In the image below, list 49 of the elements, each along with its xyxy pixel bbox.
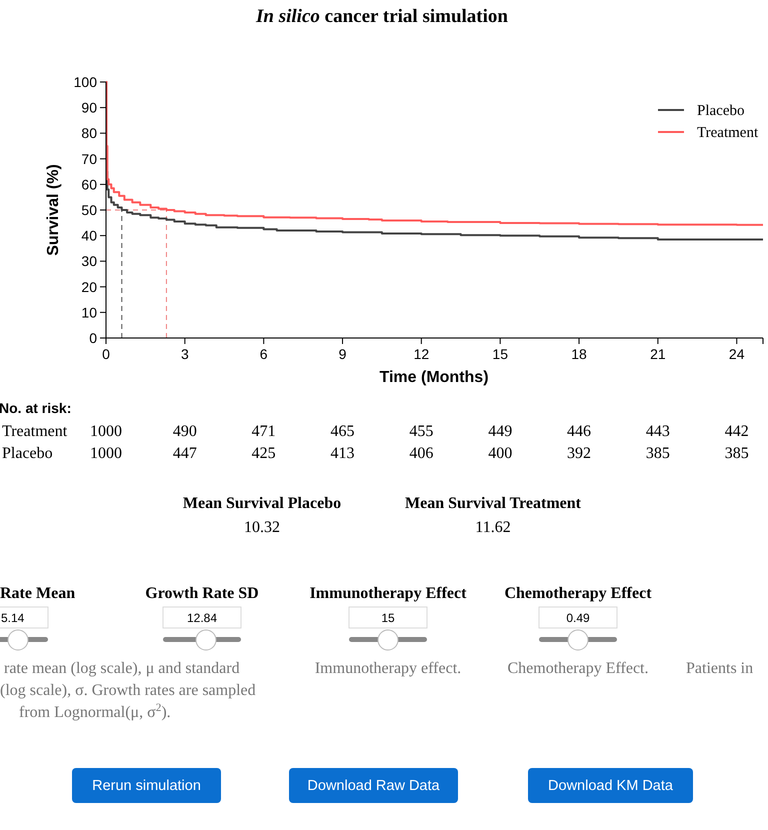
x-tick-label: 3	[180, 346, 189, 362]
y-tick-label: 60	[81, 176, 98, 192]
x-tick-label: 6	[260, 346, 268, 362]
x-tick-label: 15	[492, 346, 508, 362]
text-field: 5.14	[0, 606, 48, 628]
text: (log scale), σ. Growth rates are sampled	[0, 682, 256, 699]
text: Immunotherapy Effect	[310, 585, 468, 602]
x-tick-label: 9	[338, 346, 347, 362]
y-tick-label: 90	[81, 100, 98, 116]
text: Rerun simulation	[92, 778, 201, 794]
x-tick-label: 21	[650, 346, 666, 362]
y-tick-label: 30	[81, 253, 98, 270]
y-tick-label: 50	[81, 202, 98, 218]
text: Immunotherapy effect.	[314, 660, 462, 677]
text: Treatment 1000 490 471 465 455 449 446 443 442	[2, 423, 749, 440]
text: from Lognormal(μ, σ$^{2}$).	[19, 702, 171, 721]
text: Patients in	[686, 660, 754, 677]
x-tick-label: 12	[414, 346, 430, 362]
y-tick-label: 10	[81, 304, 98, 320]
legend-label: Treatment	[697, 125, 759, 141]
text: No. at risk:	[0, 400, 72, 416]
text: rate mean (log scale), μ and standard	[4, 660, 240, 677]
text: Rate Mean	[0, 585, 76, 602]
text: Chemotherapy Effect.	[508, 660, 648, 677]
y-tick-label: 20	[81, 278, 98, 295]
text: Download Raw Data	[307, 778, 441, 794]
text: Download KM Data	[548, 778, 674, 794]
text: Mean Survival Placebo	[182, 495, 342, 512]
text-field: 12.84	[162, 606, 242, 628]
text-field: 0.49	[538, 606, 618, 628]
text: Mean Survival Treatment	[405, 495, 582, 512]
text: Chemotherapy Effect	[504, 585, 652, 602]
y-tick-label: 70	[81, 150, 98, 167]
text: Placebo 1000 447 425 413 406 400 392 385 385	[2, 445, 749, 462]
y-tick-label: 80	[81, 125, 98, 142]
y-tick-label: 0	[89, 330, 98, 346]
x-tick-label: 18	[571, 346, 588, 362]
y-axis-title: Survival (%)	[45, 164, 62, 256]
text: 11.62	[475, 519, 511, 536]
x-tick-label: 24	[728, 346, 745, 362]
text: Growth Rate SD	[145, 585, 259, 602]
text: 10.32	[244, 519, 280, 536]
y-tick-label: 100	[74, 74, 98, 90]
x-tick-label: 0	[102, 346, 110, 362]
legend-label: Placebo	[697, 103, 744, 119]
text-field: 15	[348, 606, 428, 628]
x-axis-title: Time (Months)	[379, 369, 489, 386]
y-tick-label: 40	[81, 228, 98, 244]
chart-title: In silico cancer trial simulation	[255, 6, 508, 27]
